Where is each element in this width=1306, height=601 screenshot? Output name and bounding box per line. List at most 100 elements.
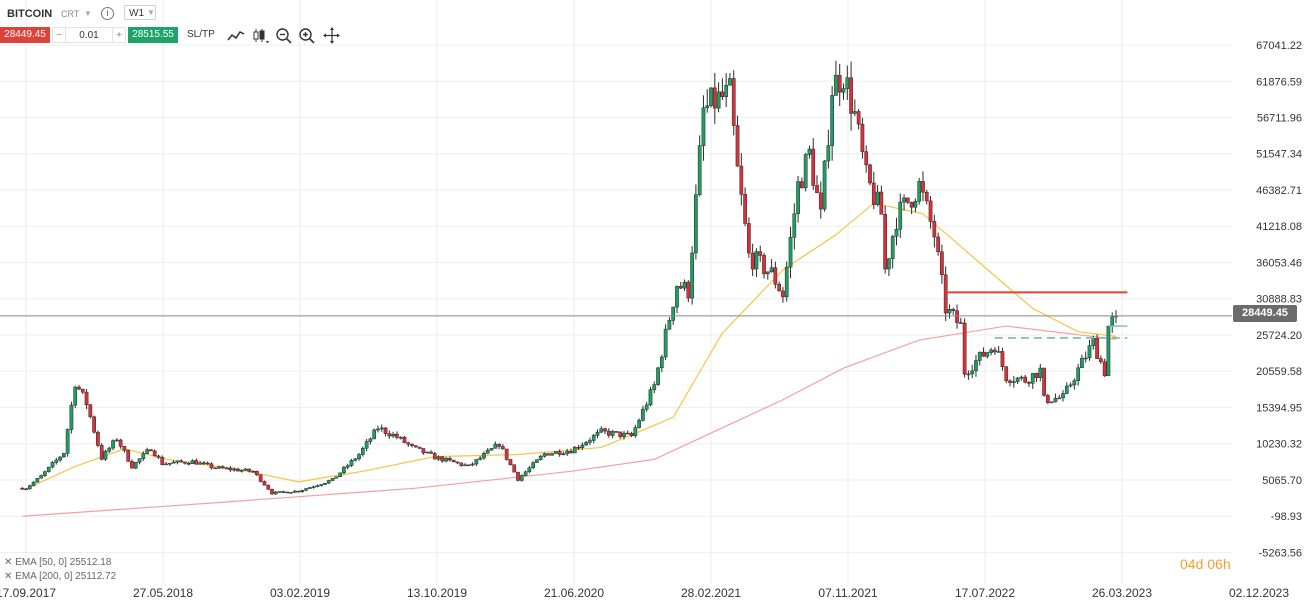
candle-body [527, 467, 532, 473]
candle-body [701, 107, 706, 146]
candle-body [451, 459, 456, 463]
line-chart-icon[interactable] [227, 27, 245, 45]
candle-body [762, 255, 766, 275]
candle-body [731, 78, 736, 126]
zoom-out-icon[interactable] [275, 27, 293, 45]
candle-body [716, 91, 721, 109]
candle-body [398, 436, 403, 439]
candle-body [966, 373, 971, 376]
candle-body [807, 148, 812, 155]
candle-body [868, 164, 872, 184]
candle-body [160, 457, 165, 466]
candle-body [497, 443, 501, 447]
ema50-legend-text: EMA [50, 0] 25512.18 [15, 557, 112, 568]
candle-body [542, 453, 547, 457]
candle-body [156, 455, 161, 458]
candle-body [77, 386, 81, 390]
candle-body [1083, 357, 1088, 360]
ema200-legend-text: EMA [200, 0] 25112.72 [15, 571, 117, 582]
candle-body [648, 389, 653, 406]
candle-body [694, 194, 698, 254]
candle-body [1019, 376, 1024, 379]
sltp-button[interactable]: SL/TP [187, 29, 215, 40]
candle-body [315, 485, 320, 487]
candle-body [209, 463, 214, 469]
candle-body [977, 351, 982, 361]
candle-body [629, 433, 634, 437]
candle-body [1023, 376, 1028, 383]
candle-body [523, 471, 528, 476]
candle-body [406, 442, 411, 445]
candle-body [239, 470, 244, 472]
candle-body [1087, 345, 1092, 359]
candle-body [781, 290, 785, 298]
candle-body [989, 349, 993, 353]
candle-body [323, 482, 327, 485]
ema200-path [22, 325, 1117, 517]
candle-body [130, 461, 134, 469]
lot-size-input[interactable]: 0.01 [66, 27, 112, 43]
candle-body [285, 491, 289, 494]
candle-body [728, 78, 732, 86]
candle-body [837, 74, 842, 93]
candle-body [1099, 358, 1103, 362]
time-tick-label: 07.11.2021 [818, 586, 877, 600]
candle-body [58, 456, 62, 461]
ema50-legend: ✕ EMA [50, 0] 25512.18 [4, 557, 111, 568]
candles-icon[interactable] [252, 27, 270, 45]
candle-body [614, 431, 619, 433]
candle-body [1000, 351, 1005, 368]
candle-body [769, 267, 774, 273]
candle-body [985, 352, 990, 357]
candle-body [448, 457, 452, 461]
price-chart[interactable] [0, 0, 1232, 584]
candle-body [432, 453, 437, 460]
time-tick-label: 26.03.2023 [1092, 586, 1152, 600]
candle-body [224, 467, 229, 470]
sell-price-button[interactable]: 28449.45 [0, 27, 50, 43]
zoom-in-icon[interactable] [298, 27, 316, 45]
candle-body [345, 465, 350, 468]
candle-body [258, 474, 263, 482]
candle-body [849, 77, 853, 114]
candle-body [107, 447, 112, 452]
candle-body [277, 491, 282, 493]
candle-body [580, 444, 585, 448]
candle-body [1053, 398, 1058, 403]
chevron-down-icon[interactable]: ▼ [84, 9, 92, 18]
timeframe-select[interactable]: W1 [124, 5, 156, 20]
close-icon[interactable]: ✕ [4, 571, 13, 582]
candle-body [591, 435, 596, 441]
current-price-tag: 28449.45 [1233, 305, 1297, 322]
time-tick-label: 13.10.2019 [407, 586, 467, 600]
candle-body [940, 251, 944, 275]
candle-body [88, 404, 93, 418]
candle-body [943, 274, 948, 314]
candle-body [690, 252, 694, 299]
candle-body [391, 433, 395, 437]
buy-price-button[interactable]: 28515.55 [128, 27, 178, 43]
lot-increase-button[interactable]: + [112, 27, 126, 43]
candle-body [1030, 373, 1035, 384]
candle-body [697, 145, 702, 196]
info-icon[interactable]: i [101, 7, 114, 20]
candle-body [459, 462, 464, 466]
candle-body [550, 453, 554, 456]
candle-body [410, 444, 414, 446]
time-tick-label: 17.07.2022 [955, 586, 1015, 600]
lot-decrease-button[interactable]: − [52, 27, 66, 43]
crosshair-icon[interactable] [323, 27, 341, 45]
candle-body [747, 223, 751, 254]
symbol-label[interactable]: BITCOIN [7, 8, 53, 20]
candle-body [947, 309, 952, 314]
candle-body [830, 95, 834, 146]
chevron-down-icon[interactable]: ▼ [147, 8, 155, 17]
price-axis: 67041.22 61876.59 56711.96 51547.34 46382.71… [1252, 40, 1302, 584]
price-tick-label: 36053.46 [1256, 257, 1302, 269]
candle-body [27, 485, 32, 490]
candle-body [141, 453, 146, 459]
candle-body [485, 449, 490, 454]
candle-body [818, 192, 823, 210]
close-icon[interactable]: ✕ [4, 557, 13, 568]
candle-body [425, 451, 430, 454]
